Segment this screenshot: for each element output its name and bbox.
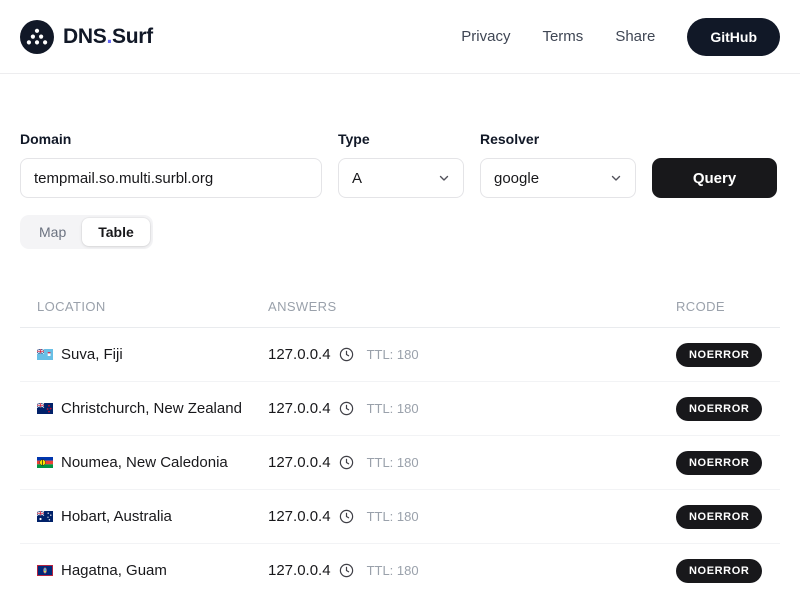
ttl-label: TTL: 180 [366,509,419,524]
answer-ip: 127.0.0.4 [268,400,331,417]
nav-link-terms[interactable]: Terms [542,28,584,45]
ttl-label: TTL: 180 [366,401,419,416]
ttl-label: TTL: 180 [366,347,419,362]
ttl-clock-icon [339,347,354,362]
domain-input[interactable] [20,158,322,198]
table-row: Noumea, New Caledonia 127.0.0.4 TTL: 180… [20,436,780,490]
answer-ip: 127.0.0.4 [268,346,331,363]
ttl-label: TTL: 180 [366,455,419,470]
table-row: Suva, Fiji 127.0.0.4 TTL: 180 NOERROR [20,328,780,382]
ttl-clock-icon [339,509,354,524]
type-field-group: Type A [338,131,464,198]
table-header-row: LOCATION ANSWERS RCODE [20,287,780,328]
chevron-down-icon [609,171,623,185]
query-form: Domain Type A Resolver google Query [20,131,780,198]
flag-icon-guam [37,565,53,576]
flag-icon-australia [37,511,53,522]
flag-icon-new-zealand [37,403,53,414]
chevron-down-icon [437,171,451,185]
location-label: Suva, Fiji [61,346,123,363]
github-button[interactable]: GitHub [687,17,780,56]
nav-link-share[interactable]: Share [615,28,656,45]
header-nav: Privacy Terms Share GitHub [461,17,780,56]
location-label: Hagatna, Guam [61,562,167,579]
dns-surf-logo-icon [20,19,54,54]
resolver-select[interactable]: google [480,158,636,198]
table-row: Hagatna, Guam 127.0.0.4 TTL: 180 NOERROR [20,544,780,596]
flag-icon-new-caledonia [37,457,53,468]
header: DNS.Surf Privacy Terms Share GitHub [0,0,800,74]
column-header-rcode: RCODE [676,299,725,314]
rcode-badge: NOERROR [676,558,763,583]
table-row: Hobart, Australia 127.0.0.4 TTL: 180 NOE… [20,490,780,544]
table-row: Christchurch, New Zealand 127.0.0.4 TTL:… [20,382,780,436]
type-select[interactable]: A [338,158,464,198]
logo[interactable]: DNS.Surf [20,19,153,54]
domain-label: Domain [20,131,72,147]
location-label: Noumea, New Caledonia [61,454,228,471]
location-label: Christchurch, New Zealand [61,400,242,417]
logo-text: DNS.Surf [63,24,153,48]
resolver-select-value: google [494,169,540,187]
rcode-badge: NOERROR [676,450,763,475]
ttl-label: TTL: 180 [366,563,419,578]
type-label: Type [338,131,370,147]
ttl-clock-icon [339,455,354,470]
type-select-value: A [352,169,363,187]
column-header-answers: ANSWERS [268,299,337,314]
ttl-clock-icon [339,401,354,416]
answer-ip: 127.0.0.4 [268,508,331,525]
query-button[interactable]: Query [652,158,777,198]
resolver-field-group: Resolver google [480,131,636,198]
view-toggle: Map Table [20,215,153,249]
main-content: Domain Type A Resolver google Query [0,131,800,596]
column-header-location: LOCATION [37,299,106,314]
view-toggle-map[interactable]: Map [39,224,67,240]
flag-icon-fiji [37,349,53,360]
results-table: LOCATION ANSWERS RCODE Suva, Fiji 127.0.… [20,287,780,596]
location-label: Hobart, Australia [61,508,172,525]
answer-ip: 127.0.0.4 [268,454,331,471]
rcode-badge: NOERROR [676,504,763,529]
answer-ip: 127.0.0.4 [268,562,331,579]
view-toggle-table[interactable]: Table [82,218,150,246]
rcode-badge: NOERROR [676,342,763,367]
domain-field-group: Domain [20,131,322,198]
nav-link-privacy[interactable]: Privacy [461,28,511,45]
resolver-label: Resolver [480,131,540,147]
ttl-clock-icon [339,563,354,578]
rcode-badge: NOERROR [676,396,763,421]
